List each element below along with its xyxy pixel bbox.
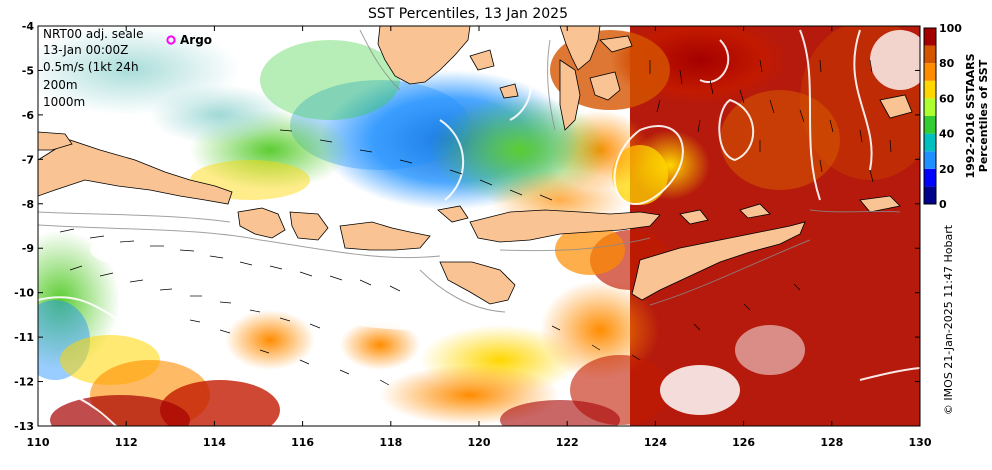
colorbar-segment [924, 151, 936, 169]
y-tick-label: -5 [22, 64, 34, 77]
colorbar-tick-label: 100 [939, 22, 962, 35]
credit-text: © IMOS 21-Jan-2025 11:47 Hobart [942, 224, 955, 415]
colorbar-segment [924, 80, 936, 99]
colorbar: 100 80 60 40 20 0 [923, 22, 962, 211]
y-tick-label: -4 [22, 20, 35, 33]
y-tick-label: -8 [22, 198, 34, 211]
y-tick-label: -10 [14, 287, 34, 300]
colorbar-frame [923, 27, 937, 205]
colorbar-segment [924, 63, 936, 81]
y-tick-label: -9 [22, 242, 34, 255]
x-axis: 110 112 114 116 118 120 122 124 126 128 130 [27, 26, 932, 449]
y-axis: -4 -5 -6 -7 -8 -9 -10 -11 -12 -13 [14, 20, 920, 433]
x-tick-label: 116 [291, 436, 314, 449]
colorbar-segment [924, 116, 936, 134]
argo-marker [166, 35, 176, 45]
y-tick-label: -6 [22, 109, 35, 122]
colorbar-segment [924, 28, 936, 46]
x-tick-label: 112 [115, 436, 138, 449]
map-title: SST Percentiles, 13 Jan 2025 [368, 6, 568, 22]
y-tick-label: -12 [14, 376, 34, 389]
x-tick-label: 114 [203, 436, 226, 449]
y-tick-label: -7 [22, 153, 34, 166]
colorbar-title-line-2: Percentiles of SST [977, 59, 990, 172]
colorbar-segment [924, 186, 936, 204]
colorbar-segment [924, 98, 936, 116]
y-tick-label: -11 [14, 331, 34, 344]
sst-field [38, 26, 920, 426]
colorbar-tick-label: 40 [939, 128, 955, 141]
colorbar-tick-label: 20 [939, 163, 955, 176]
current-vectors [59, 59, 892, 386]
x-tick-label: 130 [909, 436, 932, 449]
colorbar-tick-label: 0 [939, 198, 947, 211]
x-tick-label: 120 [468, 436, 491, 449]
colorbar-segment [924, 133, 936, 152]
colorbar-title-line-1: 1992-2016 SSTAARS [964, 53, 977, 178]
sst-contours [38, 29, 920, 426]
land-masses [38, 26, 913, 305]
argo-label: Argo [180, 33, 212, 47]
colorbar-tick-label: 80 [939, 57, 955, 70]
annotation-line-2: 13-Jan 00:00Z [43, 43, 128, 57]
annotation-block: NRT00 adj. seale 13-Jan 00:00Z 0.5m/s (1… [43, 27, 144, 109]
x-tick-label: 110 [27, 436, 50, 449]
annotation-line-5: 1000m [43, 95, 85, 109]
x-tick-label: 126 [732, 436, 755, 449]
x-tick-label: 128 [820, 436, 843, 449]
bathymetry-lines [38, 29, 901, 313]
x-tick-label: 122 [556, 436, 579, 449]
colorbar-segment [924, 168, 936, 187]
annotation-line-3: 0.5m/s (1kt 24h [43, 60, 139, 74]
colorbar-segment [924, 45, 936, 64]
y-tick-label: -13 [14, 420, 34, 433]
x-tick-label: 124 [644, 436, 667, 449]
colorbar-tick-label: 60 [939, 92, 955, 105]
annotation-line-4: 200m [43, 78, 78, 92]
x-tick-label: 118 [379, 436, 402, 449]
annotation-line-1: NRT00 adj. seale [43, 27, 144, 41]
